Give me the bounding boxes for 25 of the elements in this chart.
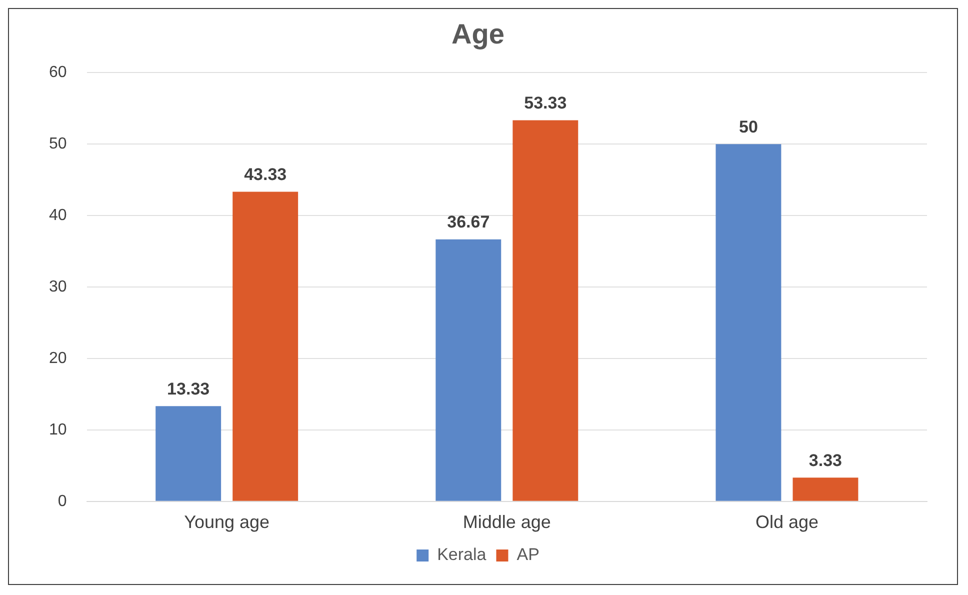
y-tick-label: 60	[49, 64, 67, 82]
y-tick-label: 50	[49, 135, 67, 152]
bar	[792, 478, 858, 501]
bar	[232, 192, 298, 501]
legend-label: Kerala	[437, 545, 487, 564]
bar	[156, 406, 222, 501]
x-tick-label: Young age	[184, 512, 270, 532]
data-label: 53.33	[524, 93, 567, 112]
bar	[436, 239, 502, 501]
chart-title: Age	[452, 18, 504, 50]
y-tick-label: 20	[49, 350, 67, 367]
data-label: 43.33	[244, 164, 287, 184]
bar	[512, 120, 578, 501]
y-tick-label: 10	[49, 421, 67, 438]
y-tick-label: 40	[49, 206, 67, 224]
x-tick-label: Old age	[755, 512, 818, 532]
legend-label: AP	[516, 545, 540, 564]
bar	[716, 144, 782, 501]
data-label: 50	[738, 117, 758, 136]
y-tick-label: 30	[49, 278, 67, 296]
data-label: 36.67	[447, 212, 490, 232]
data-label: 13.33	[167, 379, 210, 398]
x-tick-label: Middle age	[462, 512, 551, 532]
y-tick-label: 0	[58, 492, 67, 510]
data-label: 3.33	[808, 450, 842, 470]
